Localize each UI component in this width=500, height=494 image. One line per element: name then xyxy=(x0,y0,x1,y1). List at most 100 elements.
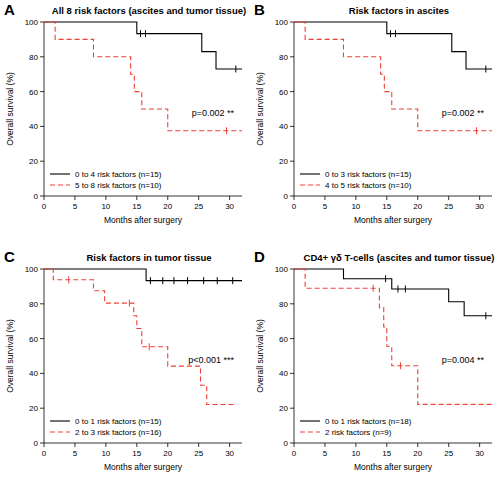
survival-curve xyxy=(44,22,242,69)
censor-mark xyxy=(395,30,396,37)
y-tick-label: 20 xyxy=(29,157,38,166)
legend: 0 to 3 risk factors (n=15) 4 to 5 risk fa… xyxy=(300,170,412,190)
censor-mark xyxy=(485,312,486,319)
y-tick-label: 0 xyxy=(284,192,289,201)
y-tick xyxy=(290,161,294,162)
legend-label: 4 to 5 risk factors (n=10) xyxy=(325,181,412,190)
y-tick xyxy=(290,91,294,92)
x-tick-label: 5 xyxy=(73,449,78,458)
legend-swatch xyxy=(300,184,320,185)
title: Risk factors in tumor tissue xyxy=(86,252,211,263)
legend: 0 to 1 risk factors (n=18)2 risk factors… xyxy=(300,417,412,437)
y-axis xyxy=(44,22,45,196)
y-tick-label: 40 xyxy=(279,122,288,131)
x-tick xyxy=(386,443,387,447)
legend-swatch xyxy=(50,184,70,185)
panel: BRisk factors in ascites0204060801000510… xyxy=(254,1,492,225)
x-axis xyxy=(44,443,242,444)
censor-mark xyxy=(129,300,130,307)
plot-area xyxy=(44,269,242,405)
censor-mark xyxy=(140,30,141,37)
censor-mark xyxy=(162,277,163,284)
y-tick-label: 100 xyxy=(25,265,39,274)
legend-label: 0 to 3 risk factors (n=15) xyxy=(325,170,412,179)
x-tick-label: 15 xyxy=(132,202,141,211)
y-tick-label: 80 xyxy=(29,300,38,309)
censor-mark xyxy=(232,277,233,284)
plot-area xyxy=(44,22,242,134)
x-tick-label: 25 xyxy=(444,449,453,458)
y-tick xyxy=(290,269,294,270)
y-tick xyxy=(40,408,44,409)
censor-mark xyxy=(187,277,188,284)
x-tick xyxy=(479,443,480,447)
survival-curve xyxy=(44,269,236,405)
survival-curve xyxy=(44,22,242,131)
y-tick-label: 40 xyxy=(29,369,38,378)
y-axis-label: Overall survival (%) xyxy=(5,319,15,393)
p-value: p<0.001 *** xyxy=(188,355,234,365)
x-tick xyxy=(417,196,418,200)
y-tick-label: 0 xyxy=(34,439,39,448)
y-tick xyxy=(290,126,294,127)
p-value: p=0.002 ** xyxy=(442,108,485,118)
x-tick-label: 0 xyxy=(42,449,47,458)
x-tick xyxy=(105,196,106,200)
x-axis-label: Months after surgery xyxy=(104,462,183,472)
y-tick xyxy=(40,91,44,92)
panel-label: D xyxy=(254,248,265,265)
x-tick-label: 15 xyxy=(382,449,391,458)
y-tick xyxy=(290,22,294,23)
y-tick-label: 80 xyxy=(279,300,288,309)
x-tick-label: 30 xyxy=(475,202,484,211)
x-tick xyxy=(198,196,199,200)
x-tick xyxy=(74,196,75,200)
y-tick-label: 60 xyxy=(29,335,38,344)
x-tick xyxy=(229,196,230,200)
censor-mark xyxy=(373,285,374,292)
x-tick xyxy=(324,443,325,447)
figure: AAll 8 risk factors (ascites and tumor t… xyxy=(0,0,500,494)
x-tick-label: 25 xyxy=(194,449,203,458)
censor-mark xyxy=(476,127,477,134)
y-tick xyxy=(290,443,294,444)
x-tick-label: 5 xyxy=(323,202,328,211)
legend-label: 2 to 3 risk factors (n=16) xyxy=(75,428,162,437)
survival-curve xyxy=(294,269,492,404)
y-tick-label: 0 xyxy=(34,192,39,201)
y-tick-label: 40 xyxy=(29,122,38,131)
p-value: p=0.004 ** xyxy=(442,355,485,365)
y-axis xyxy=(294,22,295,196)
y-tick xyxy=(290,408,294,409)
legend-label: 0 to 1 risk factors (n=15) xyxy=(75,417,162,426)
title: All 8 risk factors (ascites and tumor ti… xyxy=(52,5,246,16)
y-tick-label: 60 xyxy=(29,88,38,97)
legend: 0 to 4 risk factors (n=15)5 to 8 risk fa… xyxy=(50,170,162,190)
legend-swatch xyxy=(300,431,320,432)
y-tick xyxy=(40,303,44,304)
censor-mark xyxy=(203,277,204,284)
title: CD4+ γδ T-cells (ascites and tumor tissu… xyxy=(304,252,495,263)
x-tick xyxy=(229,443,230,447)
panel-label: C xyxy=(4,248,15,265)
x-tick xyxy=(355,443,356,447)
x-tick-label: 10 xyxy=(101,202,110,211)
survival-curve xyxy=(44,269,242,281)
x-tick-label: 25 xyxy=(194,202,203,211)
x-tick xyxy=(324,196,325,200)
x-tick xyxy=(105,443,106,447)
x-tick xyxy=(448,443,449,447)
x-tick xyxy=(198,443,199,447)
censor-mark xyxy=(150,277,151,284)
survival-curve xyxy=(294,269,492,316)
censor-mark xyxy=(226,127,227,134)
y-tick xyxy=(40,443,44,444)
x-tick-label: 0 xyxy=(292,202,297,211)
y-tick xyxy=(40,196,44,197)
y-axis-label: Overall survival (%) xyxy=(255,72,265,146)
y-tick xyxy=(40,126,44,127)
censor-mark xyxy=(405,286,406,293)
plot-area xyxy=(294,269,492,404)
y-tick-label: 100 xyxy=(25,18,39,27)
x-tick-label: 15 xyxy=(132,449,141,458)
